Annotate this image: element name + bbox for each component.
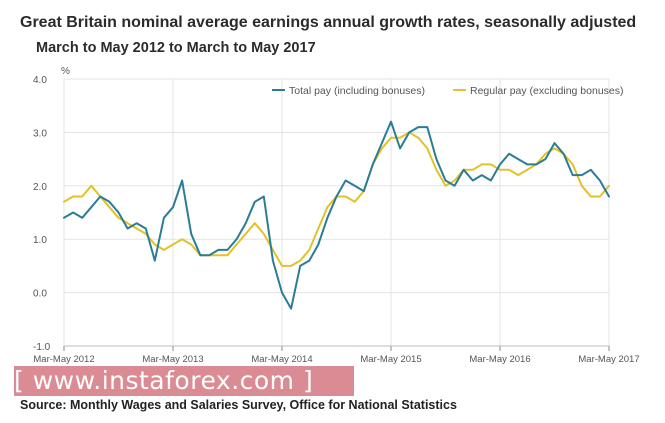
- y-axis-unit-label: %: [61, 66, 70, 77]
- chart-title: Great Britain nominal average earnings a…: [20, 14, 637, 31]
- y-tick-label: -1.0: [33, 342, 51, 353]
- y-tick-label: 0.0: [33, 289, 47, 300]
- y-tick-label: 3.0: [33, 128, 47, 139]
- x-tick-label: Mar-May 2013: [142, 354, 203, 365]
- series-lines: [63, 120, 610, 310]
- chart-subtitle: March to May 2012 to March to May 2017: [36, 40, 316, 56]
- y-tick-label: 2.0: [33, 182, 47, 193]
- source-note: Source: Monthly Wages and Salaries Surve…: [20, 398, 457, 412]
- watermark-text: [ www.instaforex.com ]: [14, 366, 314, 395]
- x-tick-label: Mar-May 2015: [360, 354, 421, 365]
- watermark-banner: [ www.instaforex.com ]: [14, 366, 354, 396]
- x-tick-label: Mar-May 2012: [33, 354, 94, 365]
- legend-label-regular-pay: Regular pay (excluding bonuses): [470, 85, 624, 97]
- series-line-regular-pay: [63, 131, 610, 267]
- y-tick-label: 4.0: [33, 75, 47, 86]
- gridlines: [63, 78, 610, 347]
- x-tick-label: Mar-May 2016: [469, 354, 530, 365]
- axes: 4.0 3.0 2.0 1.0 0.0 -1.0% Mar-May 2012 Mar-May …: [33, 66, 640, 365]
- legend: Total pay (including bonuses) Regular pay…: [272, 85, 624, 97]
- legend-label-total-pay: Total pay (including bonuses): [289, 85, 425, 97]
- x-tick-label: Mar-May 2014: [251, 354, 312, 365]
- x-tick-label: Mar-May 2017: [578, 354, 639, 365]
- y-tick-label: 1.0: [33, 235, 47, 246]
- series-line-total-pay: [63, 120, 610, 310]
